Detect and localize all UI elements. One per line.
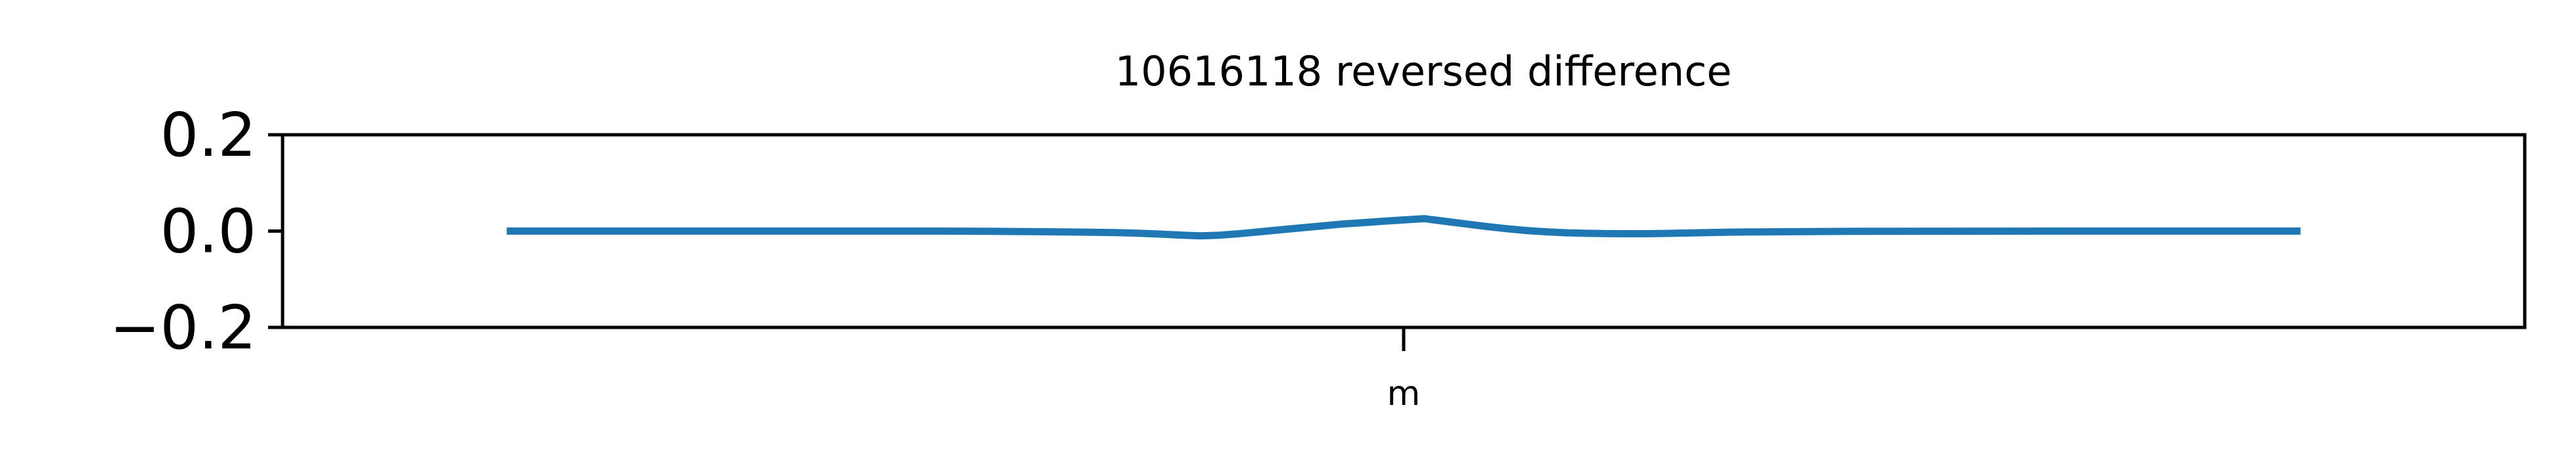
y-axis: 0.2 0.0 −0.2 (110, 100, 283, 363)
y-tick-label: 0.0 (160, 197, 256, 267)
y-tick-label: 0.2 (160, 100, 256, 170)
x-tick-label: m (1387, 374, 1421, 414)
series-line (507, 215, 2301, 240)
x-axis: m (1387, 327, 1421, 414)
y-tick-label: −0.2 (110, 293, 256, 363)
plot-frame (281, 133, 2527, 329)
chart-title: 10616118 reversed difference (1115, 47, 1732, 95)
